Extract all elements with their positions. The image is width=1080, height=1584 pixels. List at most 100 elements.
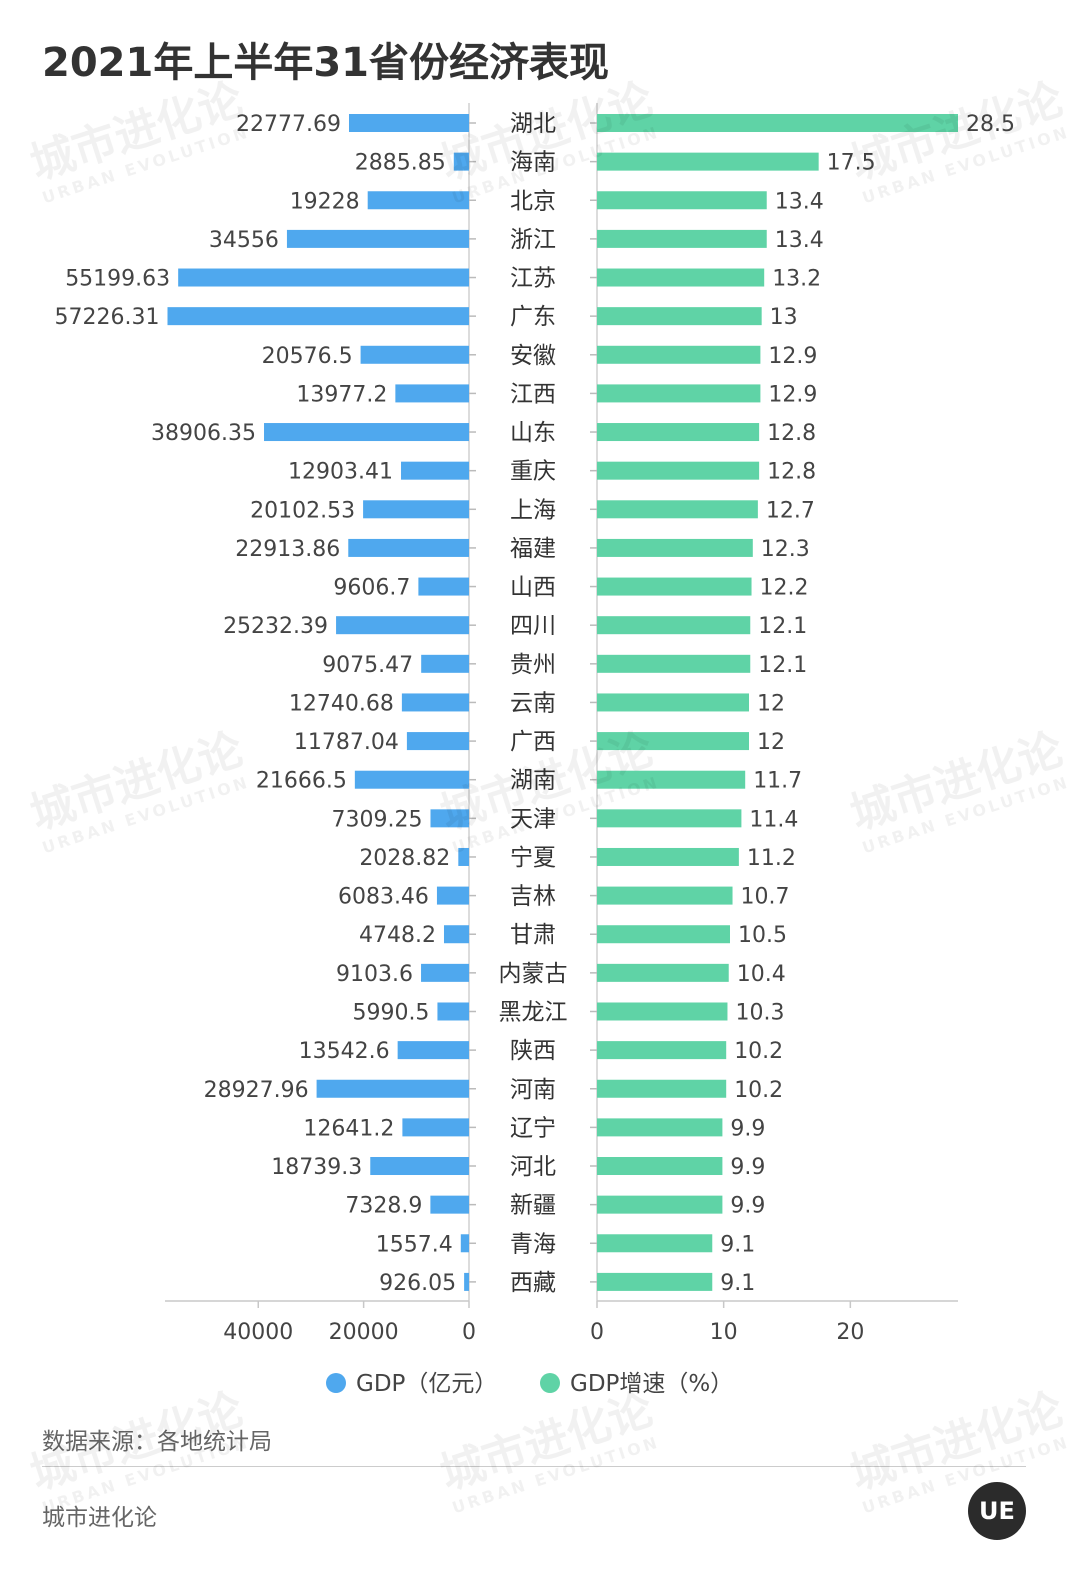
province-label: 辽宁 bbox=[510, 1115, 556, 1141]
gdp-bar bbox=[367, 191, 469, 210]
gdp-value-label: 9075.47 bbox=[322, 653, 413, 678]
growth-value-label: 11.7 bbox=[753, 769, 802, 794]
gdp-bar bbox=[430, 1195, 469, 1214]
growth-value-label: 10.4 bbox=[737, 962, 786, 987]
province-label: 山西 bbox=[510, 575, 556, 601]
chart-canvas: 22777.69 湖北 28.5 2885.85 海南 17.5 19228 北京 13.4 34… bbox=[55, 103, 1015, 1397]
growth-bar bbox=[597, 461, 760, 480]
growth-value-label: 28.5 bbox=[966, 112, 1015, 137]
gdp-value-label: 9606.7 bbox=[333, 576, 410, 601]
gdp-value-label: 7309.25 bbox=[332, 807, 423, 832]
gdp-value-label: 25232.39 bbox=[223, 614, 328, 639]
province-label: 内蒙古 bbox=[499, 961, 568, 987]
gdp-bar bbox=[397, 1041, 469, 1060]
gdp-value-label: 7328.9 bbox=[345, 1194, 422, 1219]
gdp-value-label: 1557.4 bbox=[376, 1232, 453, 1257]
gdp-bar bbox=[348, 114, 469, 132]
growth-bar bbox=[597, 538, 753, 557]
gdp-value-label: 9103.6 bbox=[336, 962, 413, 987]
growth-value-label: 12.1 bbox=[758, 614, 807, 639]
growth-value-label: 12.3 bbox=[761, 537, 810, 562]
gdp-bar bbox=[421, 963, 469, 982]
gdp-value-label: 4748.2 bbox=[359, 923, 436, 948]
legend-gdp-label: GDP（亿元） bbox=[356, 1371, 497, 1397]
growth-value-label: 12.9 bbox=[768, 344, 817, 369]
province-label: 上海 bbox=[510, 497, 556, 523]
growth-bar bbox=[597, 732, 749, 751]
growth-bar bbox=[597, 384, 761, 403]
gdp-value-label: 55199.63 bbox=[65, 267, 170, 292]
gdp-value-label: 926.05 bbox=[379, 1271, 456, 1296]
gdp-bar bbox=[406, 732, 469, 751]
province-label: 四川 bbox=[510, 613, 556, 639]
province-label: 重庆 bbox=[510, 459, 556, 485]
growth-value-label: 10.7 bbox=[741, 885, 790, 910]
gdp-bar bbox=[402, 1118, 469, 1137]
province-label: 云南 bbox=[510, 690, 556, 716]
province-label: 新疆 bbox=[510, 1193, 556, 1219]
gdp-bar bbox=[401, 461, 469, 480]
growth-value-label: 13 bbox=[770, 305, 798, 330]
gdp-value-label: 6083.46 bbox=[338, 885, 429, 910]
gdp-value-label: 11787.04 bbox=[294, 730, 399, 755]
province-label: 贵州 bbox=[510, 652, 556, 678]
growth-bar bbox=[597, 1157, 723, 1176]
growth-bar bbox=[597, 809, 742, 828]
growth-value-label: 10.3 bbox=[735, 1000, 784, 1025]
province-label: 湖北 bbox=[510, 111, 556, 137]
legend-gdp-marker bbox=[326, 1373, 346, 1393]
gdp-value-label: 22777.69 bbox=[236, 112, 341, 137]
growth-value-label: 13.2 bbox=[772, 267, 821, 292]
growth-bar bbox=[597, 616, 751, 635]
growth-value-label: 17.5 bbox=[827, 151, 876, 176]
legend-growth-label: GDP增速（%） bbox=[570, 1371, 733, 1397]
growth-bar bbox=[597, 925, 730, 944]
growth-axis-tick-label: 20 bbox=[836, 1320, 864, 1345]
growth-value-label: 12.2 bbox=[760, 576, 809, 601]
province-label: 山东 bbox=[510, 420, 556, 446]
gdp-value-label: 20102.53 bbox=[250, 498, 355, 523]
growth-value-label: 12.7 bbox=[766, 498, 815, 523]
growth-bar bbox=[597, 577, 752, 596]
growth-value-label: 10.2 bbox=[734, 1039, 783, 1064]
growth-value-label: 12 bbox=[757, 730, 785, 755]
gdp-bar bbox=[348, 538, 469, 557]
gdp-value-label: 12641.2 bbox=[303, 1116, 394, 1141]
gdp-value-label: 13977.2 bbox=[296, 382, 387, 407]
gdp-bar bbox=[363, 500, 469, 519]
growth-axis-tick-label: 0 bbox=[590, 1320, 604, 1345]
gdp-bar bbox=[464, 1272, 469, 1291]
gdp-value-label: 34556 bbox=[209, 228, 279, 253]
gdp-bar bbox=[430, 809, 469, 828]
gdp-bar bbox=[167, 307, 469, 326]
growth-bar bbox=[597, 191, 767, 210]
gdp-value-label: 2885.85 bbox=[355, 151, 446, 176]
growth-bar bbox=[597, 963, 729, 982]
growth-bar bbox=[597, 1079, 727, 1098]
brand-logo-icon: UE bbox=[968, 1482, 1026, 1540]
gdp-bar bbox=[360, 345, 469, 364]
growth-value-label: 12.9 bbox=[768, 382, 817, 407]
growth-value-label: 9.9 bbox=[730, 1116, 765, 1141]
growth-bar bbox=[597, 500, 758, 519]
province-label: 浙江 bbox=[510, 227, 556, 253]
province-label: 北京 bbox=[510, 188, 556, 214]
province-label: 甘肃 bbox=[510, 922, 556, 948]
gdp-axis-tick-label: 0 bbox=[462, 1320, 476, 1345]
growth-value-label: 12.1 bbox=[758, 653, 807, 678]
province-label: 海南 bbox=[510, 150, 556, 176]
province-label: 天津 bbox=[510, 806, 556, 832]
gdp-bar bbox=[437, 1002, 469, 1021]
gdp-bar bbox=[458, 847, 469, 866]
growth-bar bbox=[597, 1041, 727, 1060]
legend-growth-marker bbox=[540, 1373, 560, 1393]
gdp-axis-tick-label: 40000 bbox=[223, 1320, 293, 1345]
gdp-value-label: 28927.96 bbox=[204, 1078, 309, 1103]
growth-bar bbox=[597, 268, 765, 287]
province-label: 西藏 bbox=[510, 1270, 556, 1296]
watermark-en-text: URBAN EVOLUTION bbox=[859, 1432, 1072, 1518]
data-source-note: 数据来源：各地统计局 bbox=[42, 1429, 272, 1455]
province-label: 宁夏 bbox=[510, 845, 556, 871]
growth-value-label: 9.1 bbox=[720, 1271, 755, 1296]
gdp-value-label: 57226.31 bbox=[55, 305, 160, 330]
